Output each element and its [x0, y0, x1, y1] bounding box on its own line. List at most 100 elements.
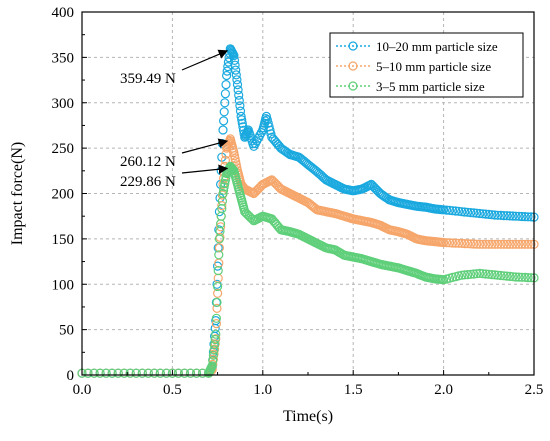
data-point — [125, 368, 135, 378]
data-point — [490, 239, 500, 249]
data-point — [439, 205, 449, 215]
legend-item: 5–10 mm particle size — [336, 59, 491, 74]
data-point — [484, 269, 494, 279]
data-point — [161, 368, 171, 378]
x-tick-label: 2.5 — [525, 382, 544, 398]
x-tick-label: 0.5 — [163, 382, 182, 398]
data-point — [263, 118, 273, 128]
data-point — [274, 223, 284, 233]
data-point — [460, 270, 470, 280]
data-point — [131, 368, 141, 378]
data-point — [179, 368, 190, 378]
data-point — [460, 207, 470, 217]
data-point — [466, 269, 476, 279]
y-tick-label: 50 — [59, 323, 74, 339]
data-point — [478, 269, 488, 279]
data-point — [219, 185, 229, 195]
data-point — [220, 155, 230, 165]
data-point — [484, 209, 494, 219]
data-point — [220, 98, 230, 108]
data-point — [211, 329, 221, 339]
x-axis-title: Time(s) — [283, 408, 333, 425]
data-point — [481, 239, 491, 249]
data-point — [264, 122, 274, 132]
data-point — [493, 270, 503, 280]
data-point — [213, 266, 223, 276]
data-point — [237, 118, 247, 128]
data-point — [229, 55, 240, 66]
data-point — [207, 361, 217, 371]
data-point — [523, 212, 533, 222]
data-point — [229, 50, 239, 61]
data-point — [216, 211, 226, 221]
data-point — [220, 178, 230, 189]
data-point — [502, 271, 512, 281]
legend-box — [329, 32, 524, 98]
data-point — [523, 239, 533, 249]
y-tick-label: 250 — [52, 141, 75, 157]
data-point — [496, 270, 506, 281]
data-point — [149, 368, 159, 378]
peak-annotation-arrow — [181, 49, 229, 71]
data-point — [211, 313, 221, 323]
data-point — [517, 211, 527, 222]
data-point — [487, 239, 497, 249]
data-point — [490, 270, 500, 280]
data-point — [231, 65, 241, 75]
data-point — [231, 157, 241, 167]
data-point — [496, 210, 506, 220]
data-point — [230, 60, 240, 70]
data-point — [265, 125, 275, 135]
data-point — [212, 303, 222, 313]
data-point — [266, 129, 276, 139]
data-point — [210, 340, 220, 350]
data-point — [460, 239, 470, 249]
y-tick-label: 150 — [52, 232, 75, 248]
data-point — [191, 368, 202, 378]
data-point — [526, 212, 536, 222]
data-point — [212, 297, 222, 307]
data-point — [219, 182, 229, 192]
data-point — [439, 237, 449, 248]
data-point — [481, 209, 491, 219]
data-point — [463, 270, 473, 280]
data-point — [457, 207, 467, 217]
data-point — [502, 239, 512, 249]
data-point — [208, 356, 218, 366]
data-point — [469, 269, 479, 279]
data-point — [526, 273, 536, 283]
data-point — [222, 70, 232, 81]
data-point — [83, 368, 93, 378]
data-point — [508, 272, 518, 282]
data-point — [185, 368, 196, 378]
data-point — [472, 269, 482, 279]
data-point — [218, 188, 228, 199]
data-point — [493, 210, 503, 220]
data-point — [107, 368, 117, 378]
data-point — [463, 239, 473, 249]
data-point — [514, 211, 524, 221]
data-point — [445, 238, 455, 248]
data-point — [113, 368, 123, 378]
data-point — [214, 243, 224, 253]
data-point — [234, 90, 244, 100]
data-point — [499, 211, 509, 221]
data-point — [454, 206, 464, 216]
data-point — [448, 238, 458, 248]
peak-annotation-label: 359.49 N — [120, 71, 176, 87]
data-point — [216, 222, 226, 232]
data-point — [173, 368, 183, 378]
data-point — [469, 208, 479, 218]
x-tick-label: 2.0 — [434, 382, 453, 398]
legend-label: 3–5 mm particle size — [376, 79, 485, 94]
data-point — [511, 272, 521, 282]
data-point — [213, 281, 223, 292]
data-point — [143, 368, 153, 378]
data-point — [235, 106, 246, 116]
x-tick-label: 1.0 — [253, 382, 272, 398]
data-point — [469, 239, 479, 249]
y-tick-label: 300 — [52, 96, 75, 112]
data-point — [451, 206, 461, 216]
data-point — [478, 239, 488, 249]
